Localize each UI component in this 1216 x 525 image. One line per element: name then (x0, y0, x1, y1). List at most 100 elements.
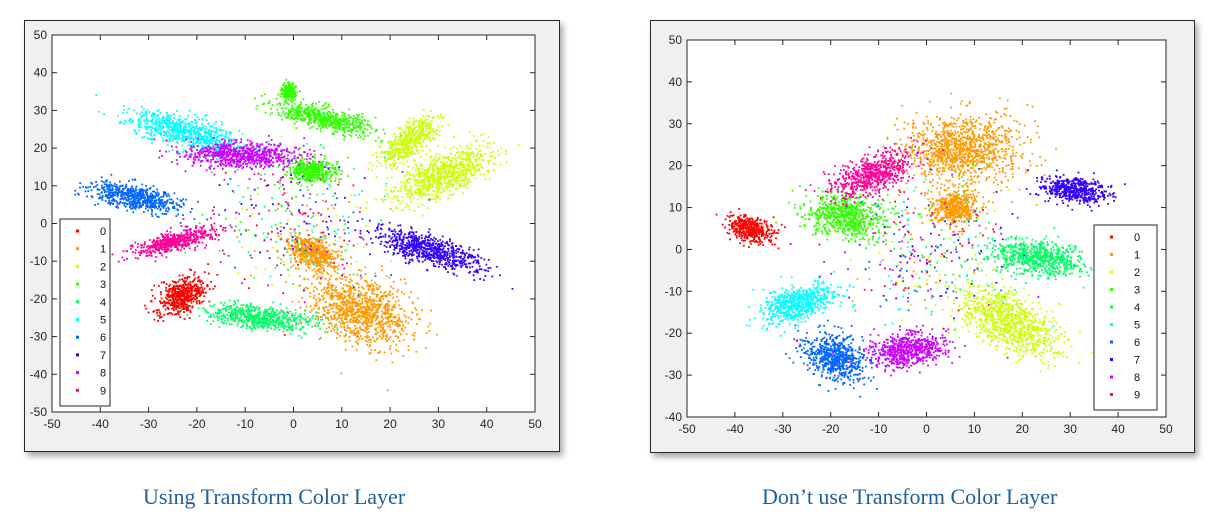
data-point (322, 167, 324, 169)
data-point (299, 163, 302, 166)
data-point (305, 239, 308, 241)
data-point (187, 298, 190, 300)
data-point (326, 121, 328, 124)
data-point (359, 127, 362, 129)
data-point (308, 110, 310, 113)
data-point (361, 312, 363, 315)
data-point (293, 90, 296, 93)
data-point (178, 278, 181, 281)
data-point (377, 303, 379, 306)
data-point (438, 158, 441, 160)
data-point (412, 166, 415, 169)
data-point (297, 107, 300, 109)
data-point (370, 309, 373, 312)
data-point (422, 174, 425, 177)
data-point (312, 242, 314, 244)
data-point (413, 175, 416, 178)
data-point (453, 168, 456, 171)
data-point (337, 268, 340, 271)
data-point (412, 152, 415, 155)
data-point (427, 325, 430, 328)
data-point (349, 307, 352, 310)
data-point (324, 255, 326, 258)
data-point (324, 262, 327, 265)
data-point (179, 294, 181, 296)
data-point (381, 332, 384, 335)
data-point (279, 190, 282, 193)
data-point (374, 349, 376, 351)
data-point (190, 299, 193, 302)
data-point (400, 187, 402, 190)
data-point (257, 193, 259, 195)
data-point (194, 277, 197, 280)
data-point (326, 311, 328, 314)
data-point (422, 172, 425, 175)
data-point (322, 323, 325, 325)
data-point (410, 138, 412, 140)
data-point (256, 104, 259, 107)
data-point (407, 193, 410, 195)
data-point (315, 265, 317, 268)
data-point (358, 269, 360, 271)
data-point (413, 190, 416, 193)
data-point (479, 163, 482, 166)
data-point (334, 290, 337, 293)
data-point (463, 179, 466, 182)
data-point (427, 181, 430, 184)
data-point (314, 270, 317, 273)
data-point (392, 164, 395, 166)
data-point (452, 178, 455, 180)
data-point (431, 167, 434, 170)
data-point (313, 304, 316, 307)
data-point (295, 170, 298, 173)
data-point (365, 301, 368, 304)
data-point (405, 185, 408, 188)
data-point (237, 272, 240, 274)
data-point (287, 114, 290, 116)
data-point (327, 118, 330, 121)
data-point (290, 266, 293, 268)
data-point (405, 127, 408, 130)
data-point (330, 180, 332, 183)
data-point (406, 189, 409, 192)
data-point (381, 320, 383, 322)
data-point (447, 197, 450, 200)
data-point (334, 270, 336, 273)
data-point (303, 239, 305, 242)
data-point (324, 117, 326, 120)
data-point (409, 195, 411, 198)
data-point (177, 285, 180, 288)
data-point (419, 196, 422, 199)
data-point (397, 158, 399, 160)
data-point (212, 288, 215, 290)
data-point (374, 140, 377, 142)
data-point (289, 92, 292, 94)
data-point (192, 280, 195, 282)
data-point (329, 257, 331, 259)
data-point (334, 288, 337, 291)
data-point (343, 114, 345, 117)
data-point (327, 286, 330, 289)
data-point (189, 286, 192, 289)
data-point (407, 127, 410, 130)
data-point (379, 156, 382, 159)
data-point (352, 244, 355, 247)
data-point (334, 115, 336, 118)
data-point (176, 295, 178, 298)
data-point (297, 245, 299, 247)
data-point (366, 291, 368, 294)
data-point (318, 248, 321, 251)
data-point (389, 152, 391, 154)
data-point (460, 172, 463, 175)
data-point (389, 312, 392, 315)
data-point (411, 128, 413, 131)
data-point (295, 112, 298, 114)
data-point (346, 299, 348, 301)
data-point (390, 285, 392, 288)
data-point (383, 152, 386, 154)
data-point (336, 256, 339, 259)
data-point (347, 308, 350, 311)
data-point (246, 324, 248, 327)
data-point (284, 281, 287, 283)
data-point (399, 127, 402, 130)
